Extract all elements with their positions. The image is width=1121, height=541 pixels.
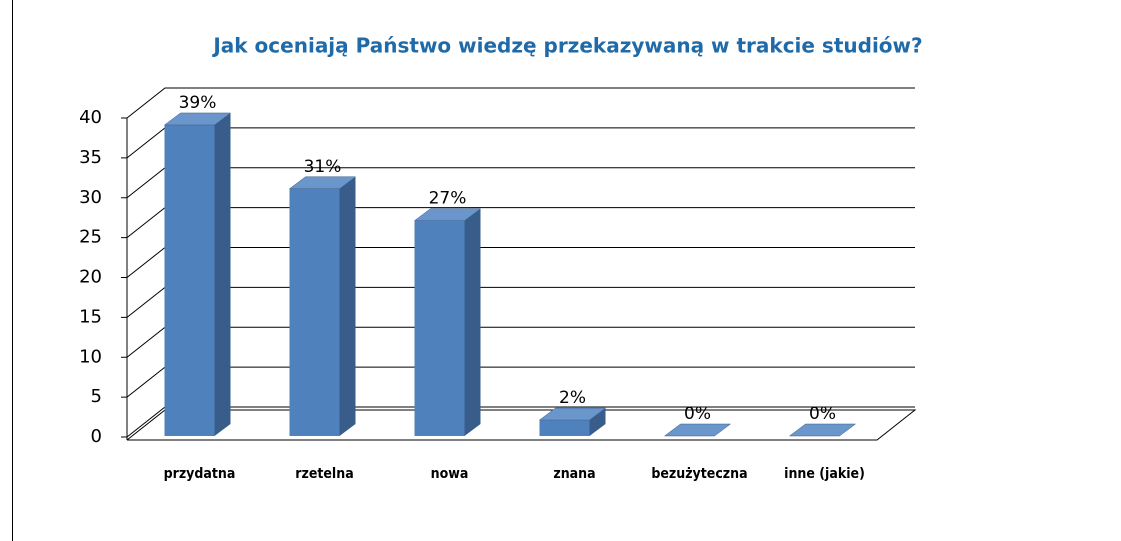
bar-top: [538, 407, 607, 421]
y-tick-label: 35: [79, 147, 102, 168]
bar: [163, 112, 232, 436]
floor: [126, 409, 917, 441]
x-tick-label: inne (jakie): [784, 466, 865, 482]
grid-line: [126, 87, 915, 119]
data-label: 0%: [684, 404, 711, 424]
bar-side: [214, 112, 231, 436]
y-tick-label: 0: [91, 426, 102, 447]
bar-side: [589, 408, 606, 436]
bar-top: [288, 176, 357, 190]
bar: [538, 407, 607, 436]
bar-front: [164, 124, 215, 436]
data-label: 39%: [179, 93, 217, 113]
bar-side: [339, 176, 356, 436]
data-label: 27%: [429, 189, 467, 209]
y-tick-label: 40: [79, 107, 102, 128]
x-tick-label: znana: [553, 466, 595, 482]
bar-front: [289, 188, 340, 436]
data-label: 31%: [304, 157, 342, 177]
x-tick-label: przydatna: [164, 466, 236, 482]
bar: [788, 423, 857, 437]
data-label: 2%: [559, 388, 586, 408]
bar-top: [663, 423, 732, 437]
y-tick-label: 25: [79, 227, 102, 248]
data-label: 0%: [809, 404, 836, 424]
y-tick-label: 10: [79, 346, 102, 367]
x-tick-label: nowa: [431, 466, 469, 482]
bar-top: [788, 423, 857, 437]
bar-top: [413, 208, 482, 221]
bar: [663, 423, 732, 437]
y-tick-label: 30: [79, 187, 102, 208]
bar-front: [414, 220, 465, 436]
bar-front: [539, 420, 590, 436]
x-tick-label: bezużyteczna: [651, 466, 747, 482]
chart-title: Jak oceniają Państwo wiedzę przekazywaną…: [211, 34, 922, 58]
y-tick-label: 20: [79, 267, 102, 288]
bar: [288, 176, 357, 436]
bar: [413, 208, 482, 436]
bar-side: [464, 208, 481, 436]
y-tick-label: 5: [91, 386, 102, 407]
y-tick-label: 15: [79, 306, 102, 327]
x-tick-label: rzetelna: [295, 466, 353, 482]
bar-top: [163, 112, 232, 126]
